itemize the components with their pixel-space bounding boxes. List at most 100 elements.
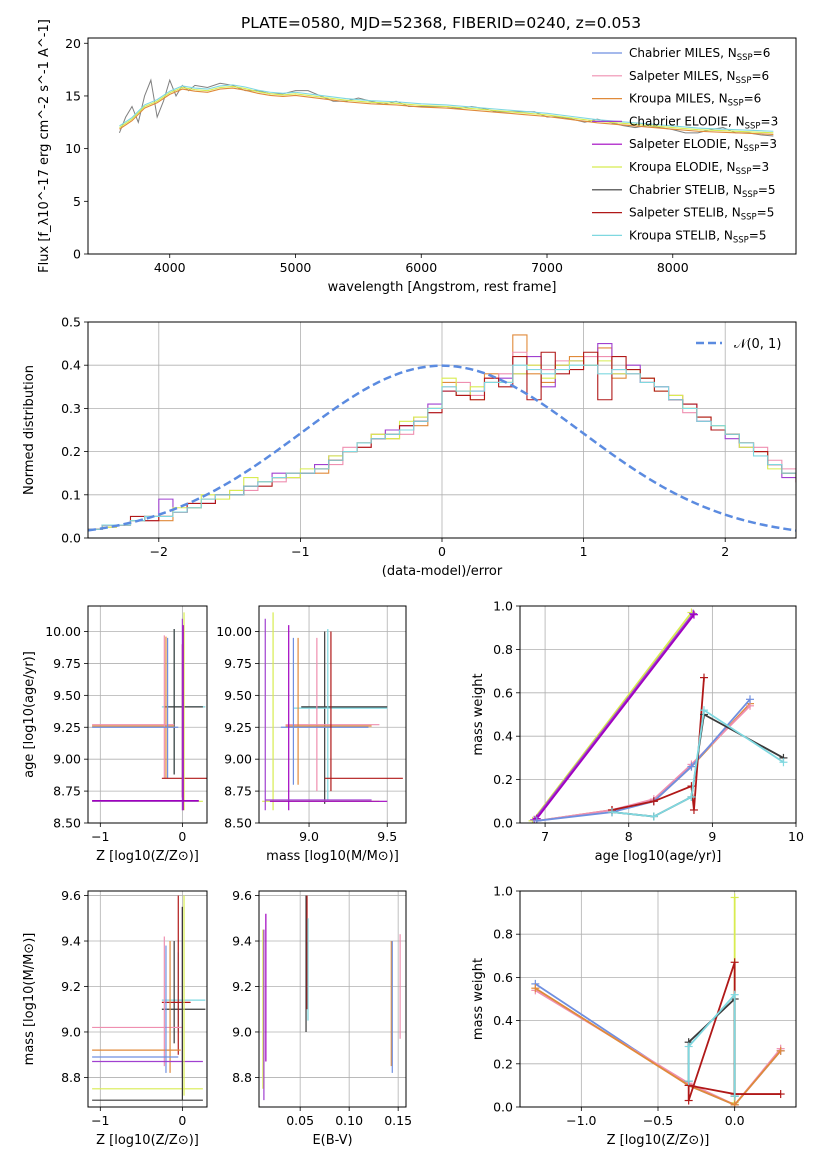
panel-age_vs_mass: 9.0 9.5 8.50 8.75 9.00 9.25 9.50 9.75 10.00 mass … (216, 605, 407, 864)
data-point-marker (730, 893, 739, 902)
hist-series-kroupa_stelib (88, 364, 796, 530)
y-tick-label: 9.75 (224, 656, 252, 671)
data-point-marker (649, 797, 658, 806)
axes-frame (87, 605, 208, 824)
y-tick-label: 9.0 (61, 1024, 81, 1039)
legend-label: Salpeter ELODIE, NSSP=3 (629, 137, 777, 154)
gaussian-curve (88, 364, 796, 532)
y-tick-label: 9.6 (61, 888, 81, 903)
data-point-marker (779, 758, 788, 767)
y-tick-label: 8.8 (232, 1070, 252, 1085)
y-axis-label: age [log10(age/yr)] (22, 651, 37, 778)
y-tick-label: 9.4 (232, 934, 252, 949)
y-tick-label: 0.8 (493, 642, 513, 657)
data-point-marker (776, 1046, 785, 1055)
x-tick-label: −1 (291, 544, 309, 559)
y-tick-label: 9.0 (232, 1024, 252, 1039)
data-point-marker (687, 782, 696, 791)
hist-series-salpeter_miles (88, 351, 796, 530)
legend: Chabrier MILES, NSSP=6 Salpeter MILES, NS… (592, 46, 778, 245)
x-axis-label: (data-model)/error (382, 564, 503, 579)
y-tick-label: 9.2 (61, 979, 81, 994)
x-tick-label: 9 (708, 829, 716, 844)
hist-series-kroupa_elodie (88, 360, 796, 530)
legend-label: Kroupa MILES, NSSP=6 (629, 92, 761, 109)
y-tick-label: 9.25 (224, 720, 252, 735)
model-spectrum-line (119, 84, 774, 132)
y-tick-label: 8.8 (61, 1070, 81, 1085)
data-point-marker (689, 610, 698, 619)
x-axis-label: age [log10(age/yr)] (595, 849, 722, 864)
y-tick-label: 0.0 (493, 1100, 513, 1115)
data-point-marker (700, 673, 708, 682)
x-tick-label: 0 (438, 544, 446, 559)
y-tick-label: 9.75 (53, 656, 81, 671)
data-point-marker (730, 990, 739, 999)
plot-area (262, 612, 403, 811)
panel-weight_vs_Z: −1.0 −0.5 0.0 0.0 0.2 0.4 0.6 0.8 1.0 Z [log10(Z/… (471, 884, 797, 1148)
x-tick-label: 10 (788, 829, 804, 844)
x-axis-label: wavelength [Angstrom, rest frame] (328, 280, 557, 295)
plot-area (531, 893, 785, 1107)
hist-series-salpeter_stelib (88, 351, 796, 530)
plot-area (92, 895, 206, 1101)
x-axis-label: Z [log10(Z/Z⊙)] (96, 1133, 199, 1148)
legend-label: Salpeter MILES, NSSP=6 (629, 69, 769, 86)
x-tick-label: 2 (721, 544, 729, 559)
x-tick-label: 4000 (154, 260, 186, 275)
y-tick-label: 0.2 (61, 444, 81, 459)
legend-label: Kroupa STELIB, NSSP=5 (629, 228, 767, 245)
y-tick-label: 10 (65, 141, 81, 156)
data-point-marker (730, 958, 739, 967)
x-tick-label: 9.5 (377, 829, 397, 844)
legend-label: 𝒩(0, 1) (734, 337, 781, 352)
data-point-marker (608, 808, 616, 817)
legend-label: Kroupa ELODIE, NSSP=3 (629, 160, 769, 177)
data-point-marker (730, 1092, 739, 1101)
y-axis-label: Flux [f_λ10^-17 erg cm^-2 s^-1 A^-1] (37, 19, 52, 273)
y-tick-label: 0.5 (61, 315, 81, 330)
series-line-salpeter_stelib (687, 961, 781, 1101)
y-tick-label: 10.00 (45, 624, 81, 639)
x-tick-label: 0.05 (286, 1113, 314, 1128)
x-tick-label: 8 (625, 829, 633, 844)
y-tick-label: 9.00 (224, 752, 252, 767)
data-point-marker (532, 816, 541, 823)
y-tick-label: 0.2 (493, 772, 513, 787)
y-tick-label: 20 (65, 36, 81, 51)
x-tick-label: 0 (178, 829, 186, 844)
axes-frame (519, 890, 797, 1108)
data-point-marker (687, 792, 696, 801)
x-tick-label: 7000 (531, 260, 563, 275)
data-point-marker (689, 805, 698, 814)
data-point-marker (687, 762, 696, 771)
y-tick-label: 1.0 (493, 884, 513, 899)
x-tick-label: 1 (580, 544, 588, 559)
y-axis-label: mass weight (471, 673, 486, 755)
y-tick-label: 9.2 (232, 979, 252, 994)
y-tick-label: 8.50 (224, 816, 252, 831)
data-point-marker (730, 1100, 739, 1107)
y-tick-label: 0.4 (61, 358, 81, 373)
y-tick-label: 9.4 (61, 934, 81, 949)
x-tick-label: 9.0 (299, 829, 319, 844)
y-tick-label: 9.50 (224, 688, 252, 703)
y-tick-label: 8.50 (53, 816, 81, 831)
plot-area (528, 608, 788, 823)
hist-series-chabrier_elodie (88, 343, 796, 530)
y-tick-label: 10.00 (216, 624, 252, 639)
series-line-kroupa_miles (534, 987, 782, 1106)
y-tick-label: 0.0 (493, 816, 513, 831)
axes-frame (87, 890, 208, 1108)
x-tick-label: −0.5 (643, 1113, 673, 1128)
y-tick-label: 8.75 (224, 784, 252, 799)
axes-frame (519, 605, 797, 824)
y-tick-label: 9.6 (232, 888, 252, 903)
data-point-marker (684, 1096, 693, 1105)
x-tick-label: 0.10 (335, 1113, 363, 1128)
y-tick-label: 0.0 (61, 531, 81, 546)
x-tick-label: 0.0 (725, 1113, 745, 1128)
axes-frame (258, 890, 407, 1108)
plot-area (92, 612, 207, 811)
